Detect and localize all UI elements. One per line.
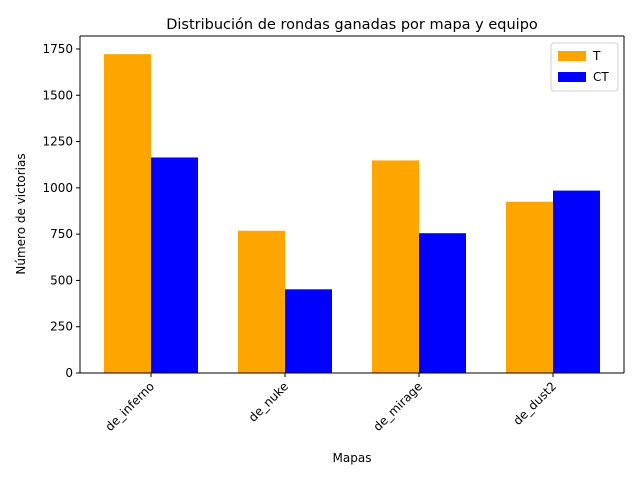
y-tick-label-750: 750 bbox=[50, 227, 73, 241]
bar-ct-de_inferno bbox=[151, 157, 198, 373]
x-tick-label-de_nuke: de_nuke bbox=[246, 379, 291, 424]
legend: T CT bbox=[550, 42, 619, 92]
bar-ct-de_mirage bbox=[419, 233, 466, 373]
y-tick-label-250: 250 bbox=[50, 320, 73, 334]
y-tick-label-1000: 1000 bbox=[42, 181, 73, 195]
bar-t-de_mirage bbox=[372, 160, 419, 373]
plot-area: 0 250 500 750 1000 1250 1500 1750 de_inferno de_n… bbox=[42, 35, 625, 434]
legend-swatch-ct bbox=[558, 72, 586, 82]
legend-label-t: T bbox=[592, 49, 601, 63]
y-axis-label: Número de victorias bbox=[14, 153, 28, 274]
x-tick-label-de_mirage: de_mirage bbox=[370, 379, 425, 434]
bar-t-de_dust2 bbox=[506, 201, 553, 373]
chart-title: Distribución de rondas ganadas por mapa … bbox=[166, 17, 538, 33]
y-tick-label-1250: 1250 bbox=[42, 135, 73, 149]
x-axis-label: Mapas bbox=[333, 451, 372, 465]
y-tick-label-500: 500 bbox=[50, 273, 73, 287]
legend-swatch-t bbox=[558, 51, 586, 61]
y-tick-label-0: 0 bbox=[65, 366, 73, 380]
bar-t-de_nuke bbox=[238, 230, 285, 373]
y-tick-label-1500: 1500 bbox=[42, 88, 73, 102]
y-tick-label-1750: 1750 bbox=[42, 42, 73, 56]
bar-ct-de_dust2 bbox=[553, 190, 600, 373]
bar-ct-de_nuke bbox=[285, 289, 332, 373]
legend-label-ct: CT bbox=[593, 70, 609, 84]
x-tick-label-de_dust2: de_dust2 bbox=[510, 379, 559, 428]
bar-t-de_inferno bbox=[104, 54, 151, 374]
x-tick-label-de_inferno: de_inferno bbox=[103, 379, 158, 434]
